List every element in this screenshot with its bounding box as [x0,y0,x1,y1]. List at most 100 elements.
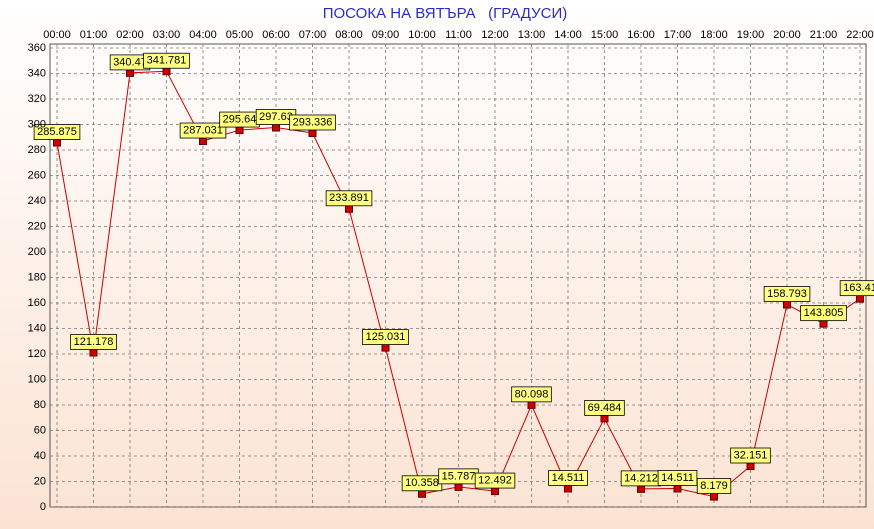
x-tick-label: 09:00 [372,29,400,41]
x-tick-label: 18:00 [700,29,728,41]
data-label: 285.875 [37,126,77,138]
data-label: 295.64 [223,113,257,125]
point-marker [746,462,755,471]
data-label-box [474,472,516,489]
data-label: 233.891 [329,192,369,204]
data-label-box [33,124,81,140]
x-tick-label: 12:00 [481,29,509,41]
y-tick-label: 280 [28,144,46,156]
data-label-box [511,386,552,403]
y-tick-label: 0 [40,501,46,513]
x-tick-label: 08:00 [335,29,363,41]
marks: 285.875 121.178 340.47 341.781 287.031295.64… [33,52,874,501]
y-tick-label: 220 [28,220,46,232]
data-label: 14.212 [624,472,658,484]
point-marker [783,300,791,309]
point-marker [710,492,718,501]
y-tick-label: 360 [28,42,46,54]
data-label: 340.47 [113,56,147,68]
y-tick-label: 20 [34,475,46,487]
data-label-box [70,334,117,350]
data-label-box [763,286,811,302]
data-label: 125.031 [366,331,406,343]
y-tick-label: 120 [28,348,46,360]
x-tick-label: 20:00 [773,29,801,41]
data-label: 10.358 [405,477,439,489]
point-marker [564,484,572,493]
x-tick-label: 17:00 [664,29,692,41]
point-marker [600,414,609,423]
data-label: 32.151 [734,449,768,461]
data-label: 69.484 [588,402,622,414]
point-marker [345,204,353,213]
x-tick-label: 02:00 [116,29,144,41]
x-tick-label: 03:00 [153,29,181,41]
data-label: 80.098 [515,388,549,400]
data-label-box [325,190,373,207]
x-tick-label: 07:00 [299,29,327,41]
x-tick-label: 00:00 [43,29,71,41]
data-label: 158.793 [767,288,807,300]
x-tick-label: 05:00 [226,29,254,41]
data-label: 14.511 [552,472,585,484]
y-tick-label: 160 [28,297,46,309]
point-marker [235,126,244,135]
y-tick-label: 140 [28,322,46,334]
x-tick-label: 13:00 [518,29,546,41]
point-marker [527,400,536,409]
data-label-box [696,478,732,494]
data-label: 14.511 [661,472,694,484]
y-tick-label: 340 [28,67,46,79]
data-label-box [800,305,847,322]
data-label: 341.781 [147,55,187,67]
data-label-box [730,447,771,464]
x-tick-label: 14:00 [554,29,582,41]
data-label: 12.492 [478,474,512,486]
chart-title: ПОСОКА НА ВЯТЪРА (ГРАДУСИ) [323,5,568,22]
x-tick-label: 16:00 [627,29,655,41]
point-marker [199,137,207,146]
y-tick-label: 320 [28,93,46,105]
data-label-box [839,280,874,297]
point-marker [637,484,645,493]
data-label: 121.178 [74,336,114,348]
x-tick-label: 04:00 [189,29,217,41]
point-marker [381,343,390,352]
y-tick-label: 100 [28,373,46,385]
x-tick-label: 22:00 [846,29,874,41]
data-label-box [289,114,336,131]
x-tick-label: 19:00 [737,29,765,41]
x-tick-label: 15:00 [591,29,619,41]
point-marker [89,348,98,357]
y-tick-label: 200 [28,246,46,258]
point-marker [819,319,828,328]
point-marker [491,487,499,496]
point-marker [418,489,426,498]
y-tick-label: 60 [34,424,46,436]
point-marker [126,68,134,77]
point-marker [856,294,864,303]
data-label-box [584,400,625,416]
y-tick-label: 40 [34,450,46,462]
data-label-box [548,470,588,486]
point-marker [53,138,61,147]
data-label: 15.787 [442,470,476,482]
x-tick-label: 10:00 [408,29,436,41]
x-tick-label: 06:00 [262,29,290,41]
data-label-box [143,52,190,69]
x-tick-label: 11:00 [445,29,472,41]
data-label-box [179,122,227,139]
y-tick-label: 80 [34,399,46,411]
y-tick-label: 180 [28,271,46,283]
point-marker [272,123,280,132]
data-label: 163.41 [843,282,874,294]
data-label: 297.63 [259,111,293,123]
x-tick-label: 21:00 [810,29,838,41]
point-marker [308,128,317,137]
data-label-box [362,329,409,345]
x-tick-label: 01:00 [80,29,108,41]
y-tick-label: 260 [28,169,46,181]
data-label: 143.805 [804,307,844,319]
